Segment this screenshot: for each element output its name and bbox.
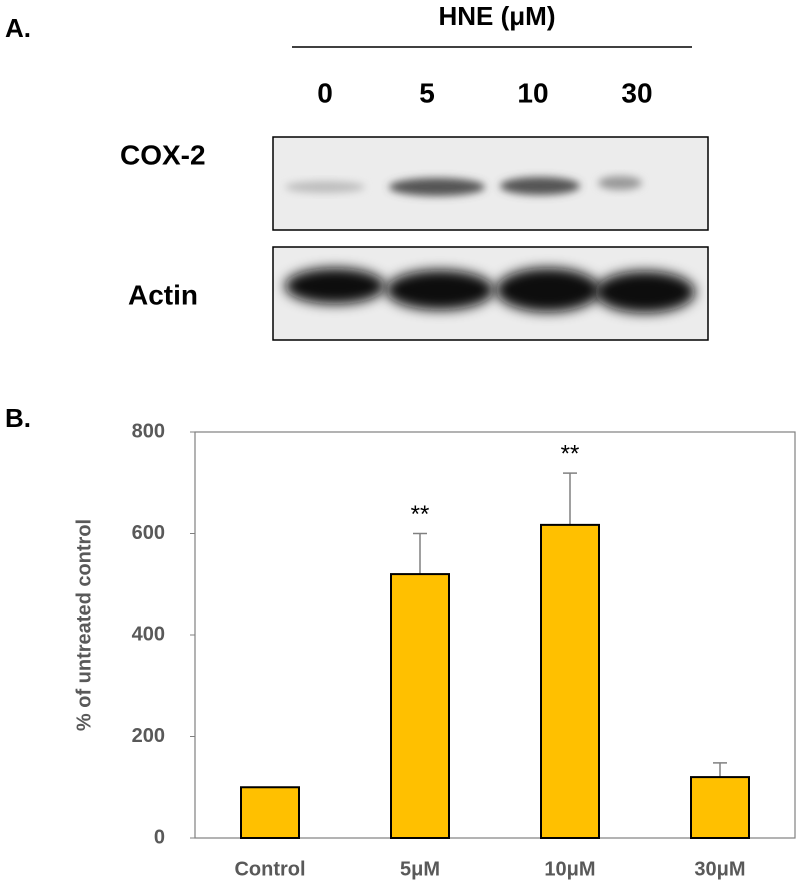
significance: ** [561,440,580,467]
panel-label: B. [5,403,31,433]
panel-label: A. [5,13,31,43]
lane-label: 5 [419,77,435,108]
y-tick-label: 200 [132,725,165,747]
y-tick-label: 0 [154,826,165,848]
significance: ** [411,501,430,528]
bar [540,523,600,839]
y-axis-label: % of untreated control [73,519,95,731]
x-tick-label: 30μM [694,858,745,880]
y-tick-label: 600 [132,522,165,544]
bar [390,573,450,839]
x-tick-label: 5μM [400,858,440,880]
y-tick-label: 800 [132,420,165,442]
x-tick-label: 10μM [544,858,595,880]
blot-cox2 [272,136,709,231]
bar [690,776,750,839]
y-tick-label: 400 [132,623,165,645]
blot-actin [272,246,709,341]
lane-label: 0 [317,77,333,108]
treatment-label: HNE (μM) [439,1,556,31]
row-label: COX-2 [120,139,206,170]
lane-label: 30 [621,77,652,108]
row-label: Actin [128,279,198,310]
x-tick-label: Control [234,858,305,880]
bar [240,786,300,839]
lane-label: 10 [517,77,548,108]
